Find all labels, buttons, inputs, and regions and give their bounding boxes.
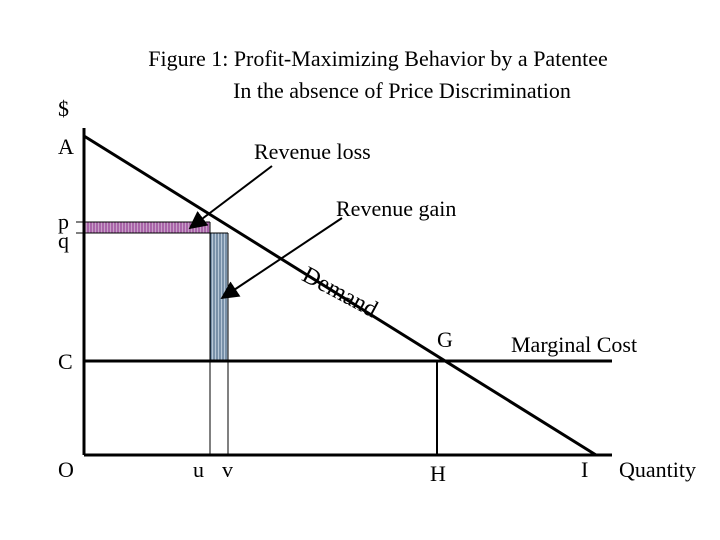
demand-curve xyxy=(83,134,597,457)
point-a-label: A xyxy=(58,134,74,159)
figure-title-line2: In the absence of Price Discrimination xyxy=(233,78,571,103)
y-axis-label: $ xyxy=(58,96,69,121)
origin-label: O xyxy=(58,457,74,482)
price-q-label: q xyxy=(58,228,69,253)
revenue-loss-arrow xyxy=(188,165,273,230)
cost-c-label: C xyxy=(58,349,73,374)
revenue-loss-area xyxy=(84,222,210,233)
figure-title-line1: Figure 1: Profit-Maximizing Behavior by … xyxy=(148,46,608,71)
revenue-gain-arrow xyxy=(220,217,343,299)
quantity-v-label: v xyxy=(222,457,233,482)
price-p-label: p xyxy=(58,209,69,234)
point-h-label: H xyxy=(430,461,446,486)
point-g-label: G xyxy=(437,327,453,352)
quantity-u-label: u xyxy=(193,457,204,482)
revenue-gain-area xyxy=(210,233,228,361)
revenue-loss-label: Revenue loss xyxy=(254,139,371,164)
revenue-gain-label: Revenue gain xyxy=(336,196,457,221)
marginal-cost-label: Marginal Cost xyxy=(511,332,638,357)
point-i-label: I xyxy=(581,457,589,482)
x-axis-label: Quantity xyxy=(619,457,696,482)
